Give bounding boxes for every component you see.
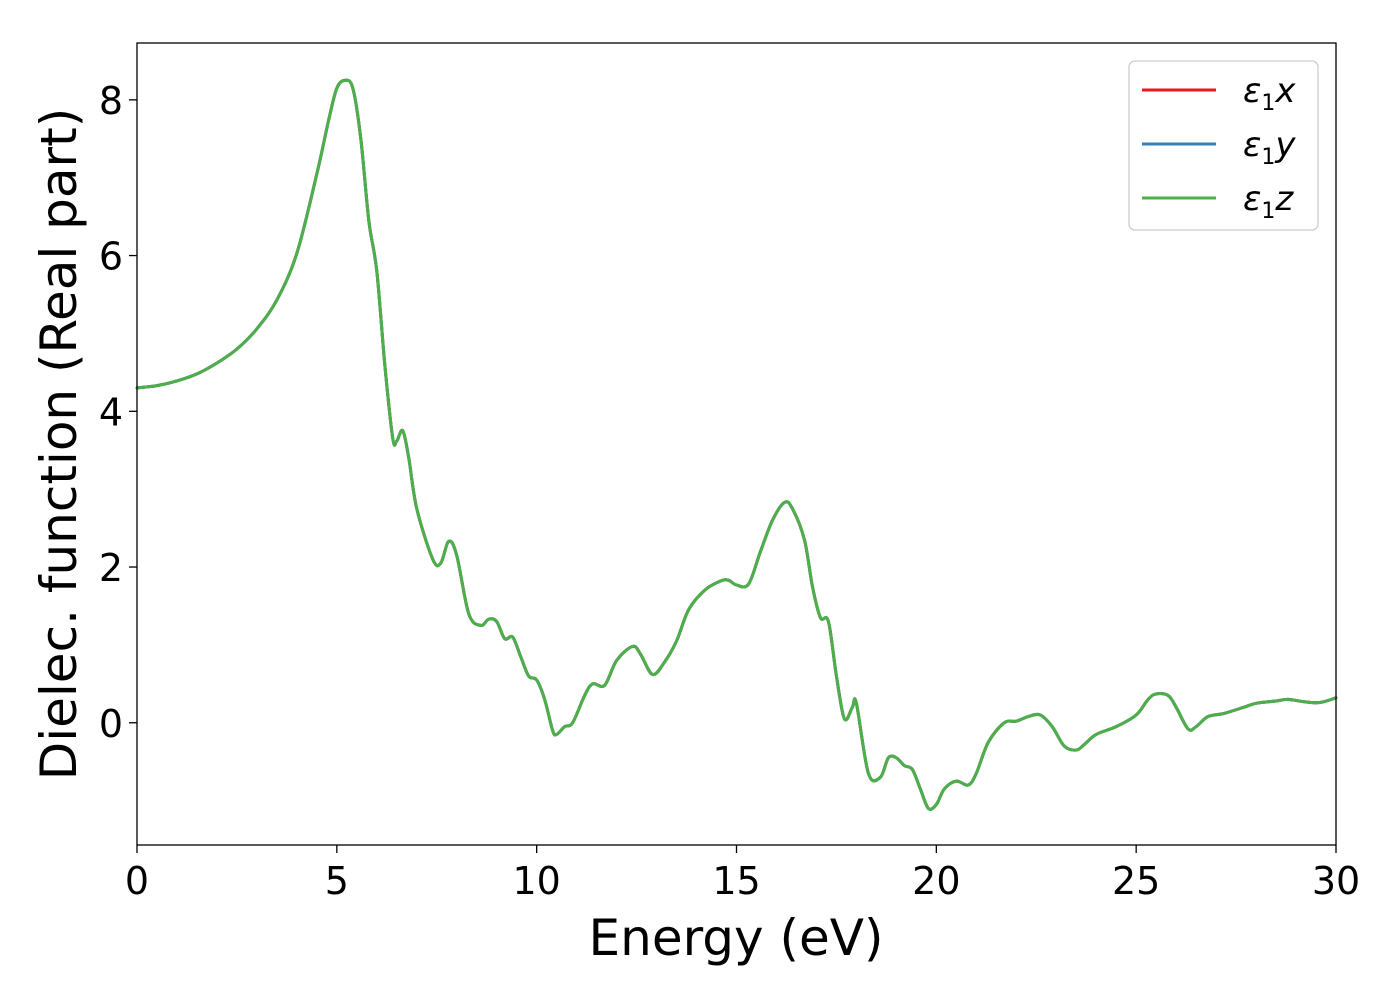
legend-box — [1128, 60, 1319, 231]
x-tick-label: 30 — [1312, 859, 1360, 903]
y-axis-ticks: 0 2 4 6 8 — [99, 79, 137, 746]
x-tick-label: 10 — [512, 859, 560, 903]
x-tick-label: 0 — [125, 859, 149, 903]
series-layer — [135, 78, 1338, 811]
legend-label-3: ε1z — [1243, 179, 1294, 224]
x-tick-label: 15 — [712, 859, 760, 903]
y-axis-title: Dielec. function (Real part) — [30, 108, 88, 780]
x-axis-ticks: 0 5 10 15 20 25 30 — [125, 845, 1360, 903]
y-tick-label: 0 — [99, 702, 123, 746]
y-tick-label: 8 — [99, 79, 123, 123]
y-tick-label: 2 — [99, 546, 123, 590]
legend: ε1x ε1y ε1z — [1128, 60, 1319, 231]
x-axis-title: Energy (eV) — [589, 909, 884, 967]
x-tick-label: 20 — [912, 859, 960, 903]
y-tick-label: 6 — [99, 235, 123, 279]
legend-label-1: ε1x — [1243, 71, 1296, 116]
legend-label-2: ε1y — [1243, 125, 1296, 170]
y-tick-label: 4 — [99, 390, 123, 434]
series-line-3 — [135, 78, 1338, 811]
x-tick-label: 5 — [325, 859, 349, 903]
x-tick-label: 25 — [1112, 859, 1160, 903]
